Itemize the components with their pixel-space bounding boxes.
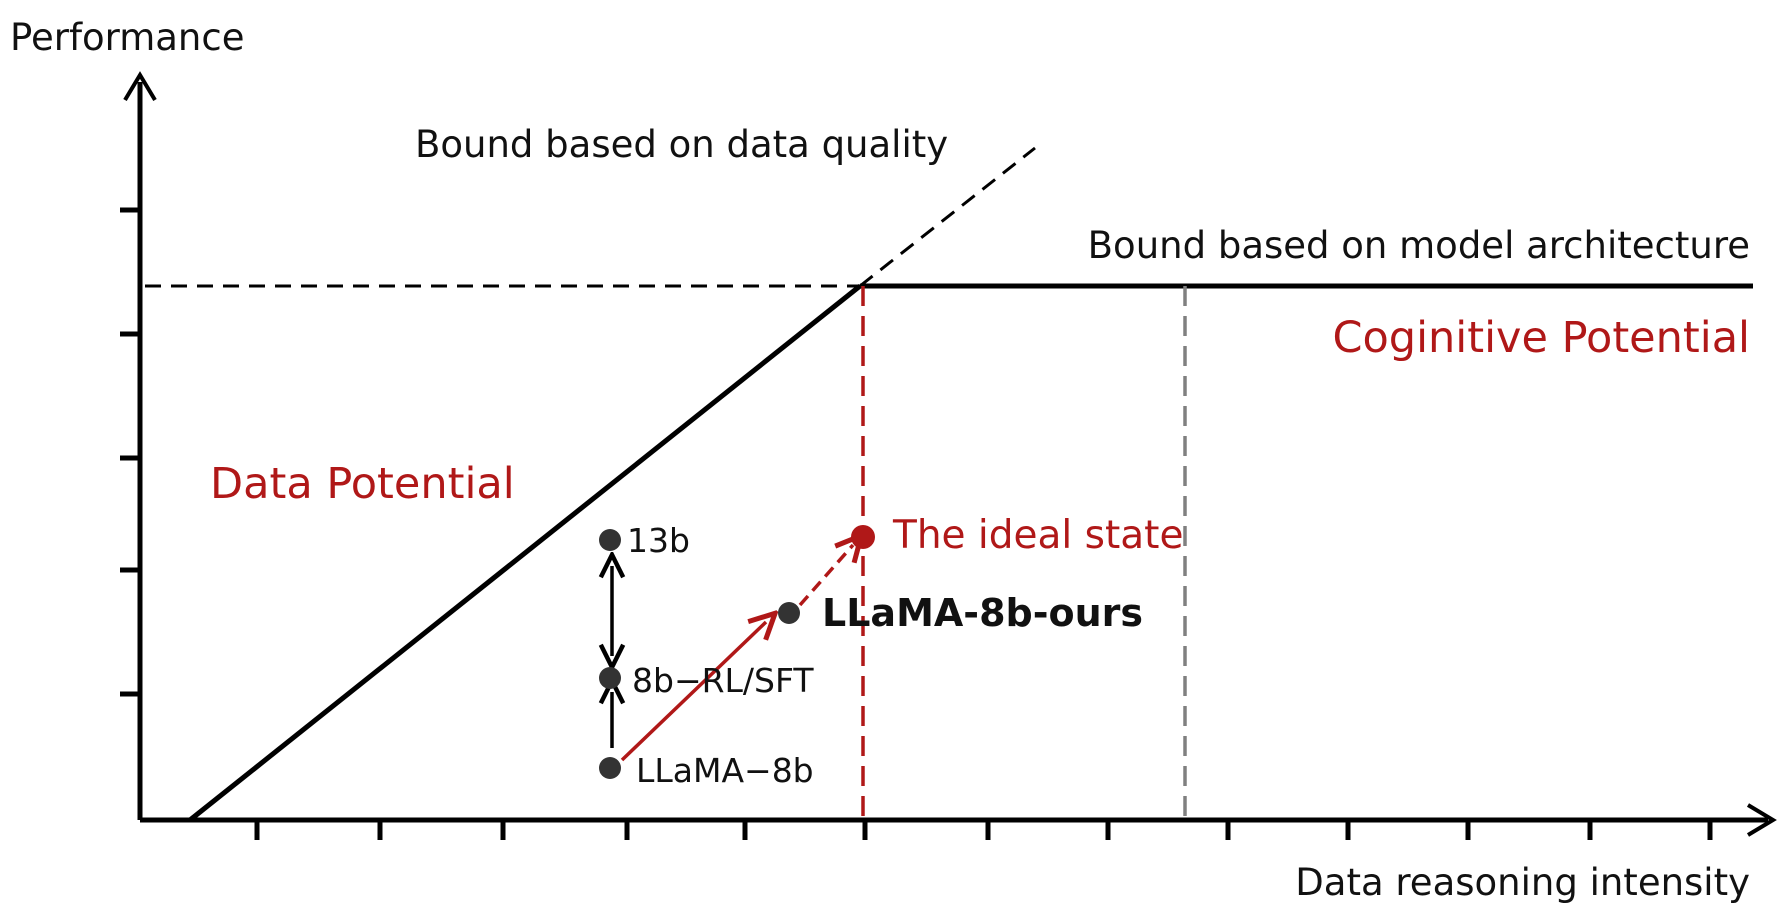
point-13b	[599, 529, 621, 551]
red-dashed-arrow-ours-to-ideal	[798, 545, 853, 607]
data-quality-bound-label: Bound based on data quality	[415, 123, 948, 166]
label-8b-rl-sft: 8b−RL/SFT	[632, 661, 814, 700]
cognitive-potential-label: Coginitive Potential	[1332, 313, 1750, 363]
x-axis-label: Data reasoning intensity	[1295, 861, 1750, 904]
y-ticks	[120, 207, 140, 697]
y-axis-arrowhead	[123, 71, 157, 102]
y-axis-label: Performance	[10, 16, 244, 59]
label-llama-8b: LLaMA−8b	[636, 751, 814, 790]
red-arrow-llama-to-ours	[620, 622, 766, 762]
model-architecture-bound-label: Bound based on model architecture	[1088, 224, 1750, 267]
x-ticks	[254, 820, 1713, 840]
point-llama-8b-ours	[778, 602, 800, 624]
point-ideal-state	[851, 525, 875, 549]
point-llama-8b	[599, 757, 621, 779]
data-quality-bound-solid	[188, 284, 862, 822]
label-llama-8b-ours: LLaMA-8b-ours	[822, 591, 1143, 635]
data-quality-bound-dashed	[859, 146, 1036, 288]
label-13b: 13b	[627, 521, 690, 560]
data-potential-label: Data Potential	[210, 459, 515, 509]
point-8b-rl-sft	[599, 667, 621, 689]
x-axis-arrowhead	[1746, 803, 1777, 837]
label-ideal-state: The ideal state	[892, 513, 1183, 558]
